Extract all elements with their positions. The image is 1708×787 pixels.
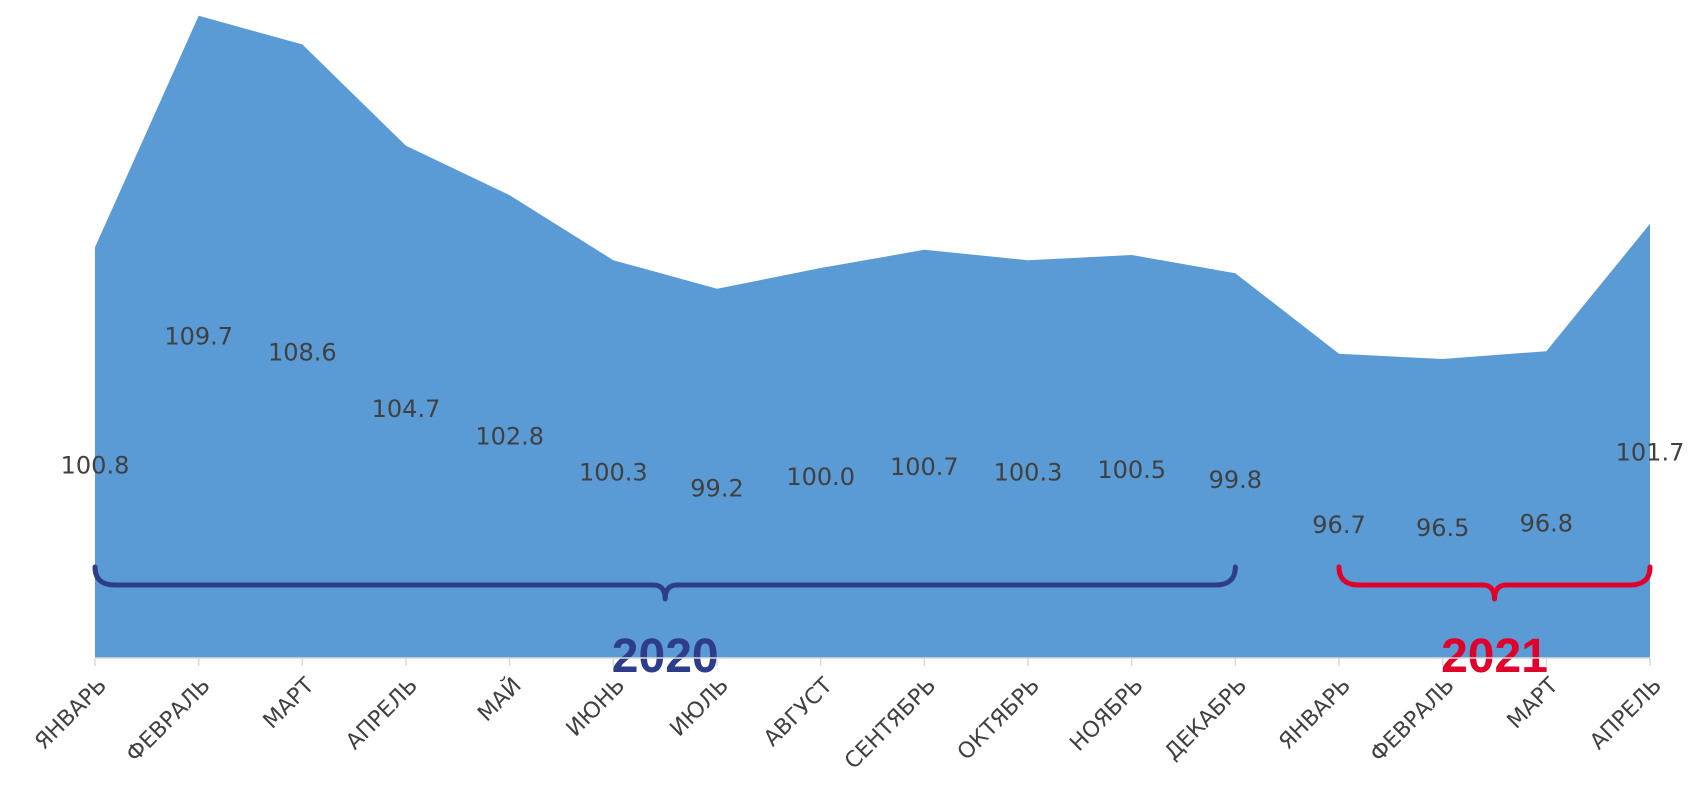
year-label-2020: 2020	[612, 630, 719, 683]
data-label: 100.5	[1097, 456, 1166, 484]
data-label: 102.8	[475, 422, 544, 450]
data-label: 100.8	[61, 451, 130, 479]
data-label: 100.7	[890, 453, 959, 481]
x-tick-label: НОЯБРЬ	[1065, 673, 1148, 756]
x-tick-label: ИЮЛЬ	[666, 673, 734, 741]
x-tick-label: ЯНВАРЬ	[1274, 673, 1356, 755]
data-label: 99.2	[690, 475, 743, 503]
data-label: 96.8	[1520, 509, 1573, 537]
x-tick-label: ЯНВАРЬ	[30, 673, 112, 755]
data-label: 100.3	[579, 459, 648, 487]
data-label-layer: 100.8 109.7 108.6 104.7 102.8 100.3 99.2 100.0 1…	[61, 322, 1685, 542]
data-label: 100.3	[994, 459, 1063, 487]
year-bracket-2021	[1336, 564, 1653, 602]
year-bracket-layer: 2020 2021	[92, 564, 1653, 683]
data-label: 104.7	[372, 395, 441, 423]
data-label: 109.7	[164, 322, 233, 350]
year-label-2021: 2021	[1441, 630, 1548, 683]
x-tick-label: ФЕВРАЛЬ	[122, 673, 216, 767]
x-tick-label: МАЙ	[473, 673, 527, 727]
x-tick-label: ФЕВРАЛЬ	[1366, 673, 1460, 767]
x-axis: ЯНВАРЬ ФЕВРАЛЬ МАРТ АПРЕЛЬ МАЙ ИЮНЬ ИЮЛЬ АВГУСТ…	[30, 657, 1667, 774]
x-tick-label: ИЮНЬ	[562, 673, 630, 741]
x-tick-label: АВГУСТ	[759, 673, 838, 752]
x-tick-label: ДЕКАБРЬ	[1160, 673, 1252, 765]
data-label: 100.0	[786, 463, 855, 491]
data-label: 101.7	[1616, 438, 1685, 466]
data-label: 99.8	[1209, 466, 1262, 494]
x-tick-label: АПРЕЛЬ	[341, 673, 423, 755]
area-series	[95, 15, 1650, 659]
area-layer	[95, 15, 1650, 659]
year-bracket-2020	[92, 564, 1238, 602]
x-tick-label: ОКТЯБРЬ	[953, 673, 1045, 765]
x-tick-label: МАРТ	[259, 673, 320, 734]
data-label: 96.5	[1416, 514, 1469, 542]
data-label: 108.6	[268, 338, 337, 366]
data-label: 96.7	[1312, 511, 1365, 539]
x-tick-label: СЕНТЯБРЬ	[840, 673, 941, 774]
x-tick-label: АПРЕЛЬ	[1585, 673, 1667, 755]
